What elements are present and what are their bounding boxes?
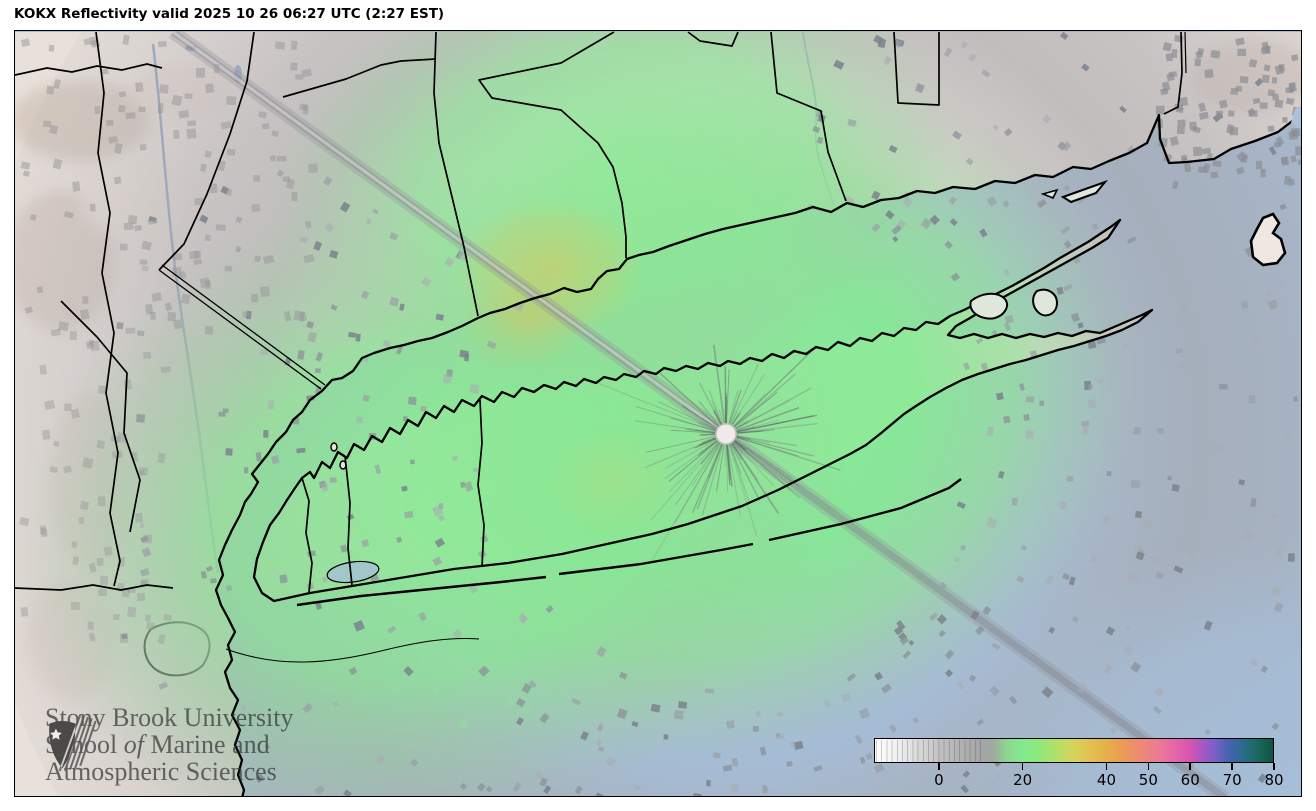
- colorbar-tick-label: 0: [934, 771, 944, 789]
- colorbar-tick-mark: [938, 763, 940, 770]
- colorbar-tick-mark: [1021, 763, 1024, 770]
- colorbar-tick-label: 20: [1013, 771, 1033, 789]
- radar-clutter-spokes: [592, 344, 841, 562]
- colorbar-tick-label: 60: [1180, 771, 1200, 789]
- colorbar-tick-mark: [1189, 763, 1191, 770]
- ri-bay-water: [1291, 106, 1301, 130]
- ocean-corner-wash: [941, 541, 1301, 796]
- state-county-boundaries: [15, 31, 1187, 593]
- colorbar-discrete-steps: [876, 740, 984, 763]
- colorbar-tick-label: 70: [1222, 771, 1242, 789]
- radar-map-svg: [15, 31, 1301, 796]
- colorbar-tick-mark: [1273, 763, 1275, 770]
- barrier-islands: [296, 478, 962, 607]
- colorbar-tick-mark: [1231, 763, 1233, 770]
- colorbar-tick-label: 50: [1138, 771, 1158, 789]
- beam-blockage-streak: [168, 31, 1230, 796]
- echo-green-north: [264, 31, 958, 397]
- reflectivity-colorbar: 0 20 40 50 60 70 80: [874, 738, 1284, 796]
- harbor-channel-line: [225, 638, 480, 663]
- watermark-line1: Stony Brook University: [45, 703, 294, 732]
- stony-brook-watermark: Stony Brook University School of Marine …: [41, 704, 293, 785]
- colorbar-gradient: [874, 738, 1274, 763]
- radar-site-marker: [715, 423, 737, 445]
- colorbar-tick-mark: [1105, 763, 1108, 770]
- coastlines: [214, 111, 1301, 796]
- colorbar-tick-mark: [1147, 763, 1150, 770]
- colorbar-tick-label: 40: [1096, 771, 1116, 789]
- small-islands: [330, 179, 1109, 470]
- colorbar-tick-label: 80: [1264, 771, 1284, 789]
- radar-map-canvas: 0 20 40 50 60 70 80: [14, 30, 1302, 797]
- page-title: KOKX Reflectivity valid 2025 10 26 06:27…: [14, 6, 445, 22]
- watermark-line3: Atmospheric Sciences: [45, 757, 277, 786]
- block-island: [1249, 212, 1287, 267]
- echo-yellow-patch-3: [541, 426, 681, 536]
- stony-brook-shield-icon: [49, 714, 97, 772]
- jamaica-bay: [326, 560, 380, 584]
